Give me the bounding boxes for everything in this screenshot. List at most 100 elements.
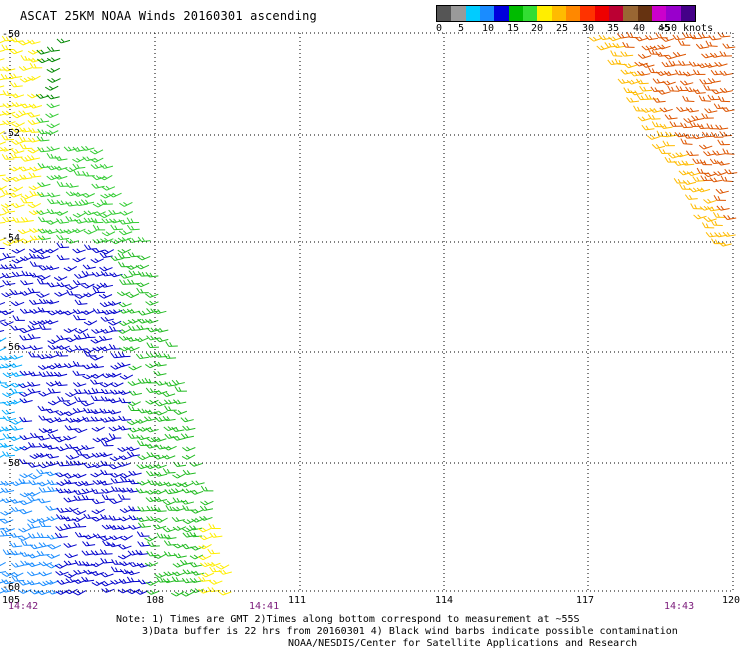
scale-label: 25 [555,23,569,34]
wind-barb [2,66,16,72]
wind-barb [81,283,95,289]
wind-barb [0,518,6,521]
wind-barb [45,299,60,305]
wind-barb [118,397,132,404]
wind-barb [99,174,113,181]
wind-barb [19,398,33,404]
time-label: 14:43 [664,601,694,612]
wind-barb [36,249,50,255]
wind-barb [1,110,16,116]
wind-barb [200,572,215,578]
wind-barb [92,346,106,352]
latitude-labels: -50 -52 -54 -56 -58 -60 [2,29,20,593]
wind-barb [708,35,722,41]
wind-barb [56,514,70,520]
wind-barb [90,561,105,568]
wind-barb [191,480,205,486]
wind-barb [10,425,24,431]
wind-barb [118,335,133,341]
wind-barb [137,506,151,512]
wind-barb [710,131,724,138]
wind-barb [180,499,195,505]
note-line-3: NOAA/NESDIS/Center for Satellite Applica… [288,638,638,649]
wind-barb [29,248,43,254]
wind-barb [709,158,723,165]
wind-barb [47,198,61,205]
wind-barb [164,405,177,412]
wind-barb [56,507,70,513]
wind-barb [44,353,59,359]
wind-barb [8,362,23,368]
wind-barb [218,569,232,575]
wind-barb [651,121,665,128]
wind-barb [128,524,142,530]
wind-barb [682,95,695,102]
wind-barb [118,425,132,431]
wind-barb [0,587,15,593]
wind-barb [680,122,693,129]
wind-barb [63,229,77,234]
wind-barb [126,217,140,224]
wind-barb [0,123,6,127]
wind-barb [56,282,70,288]
wind-barb [218,590,232,596]
wind-barb [685,86,698,92]
wind-barb [99,163,114,169]
wind-barb [99,549,113,555]
wind-barb [711,238,724,245]
wind-barb [89,355,104,361]
wind-barb [27,491,41,497]
wind-barb [71,516,86,522]
wind-barb [19,174,33,180]
wind-barb [101,218,115,224]
wind-barb [46,364,61,370]
wind-barb [679,80,694,86]
wind-barb [8,192,23,198]
wind-barb [90,338,104,344]
wind-barb [101,437,116,443]
wind-barb [179,559,194,565]
wind-barb [38,391,52,397]
wind-barb [721,106,735,112]
wind-barb [153,471,168,477]
wind-barb [667,153,682,159]
wind-barb [119,473,133,479]
wind-barb [57,396,70,402]
wind-barb [126,265,140,270]
wind-barb [36,117,50,123]
wind-barb [128,325,141,331]
wind-barb [661,61,675,68]
wind-barb [617,78,631,84]
wind-barb [0,238,6,243]
wind-barb [696,123,710,129]
wind-barb [100,417,114,423]
wind-barb [44,319,59,325]
wind-barb [659,107,673,113]
wind-barb [19,328,33,334]
wind-barb [675,152,689,158]
wind-barb [27,388,41,394]
wind-barb [596,45,610,51]
wind-barb [682,71,697,77]
wind-barb [0,105,5,108]
wind-barb [0,194,6,199]
wind-barb [136,435,150,441]
wind-barb [28,185,42,191]
wind-barb [715,188,729,194]
time-labels: 14:42 14:41 14:43 [8,601,694,612]
wind-barb [716,205,730,211]
wind-barb [100,440,114,447]
wind-barb [28,210,43,216]
wind-barb [110,579,124,585]
wind-barb [65,443,79,449]
wind-barb [119,374,134,380]
wind-barb [135,418,149,424]
scale-label: 15 [506,23,520,34]
wind-barb [119,279,132,285]
wind-barb [646,134,661,140]
wind-barb [641,62,655,68]
wind-barb [37,405,51,412]
wind-barb [9,263,23,269]
wind-barb [153,496,168,502]
wind-barb [12,315,25,321]
